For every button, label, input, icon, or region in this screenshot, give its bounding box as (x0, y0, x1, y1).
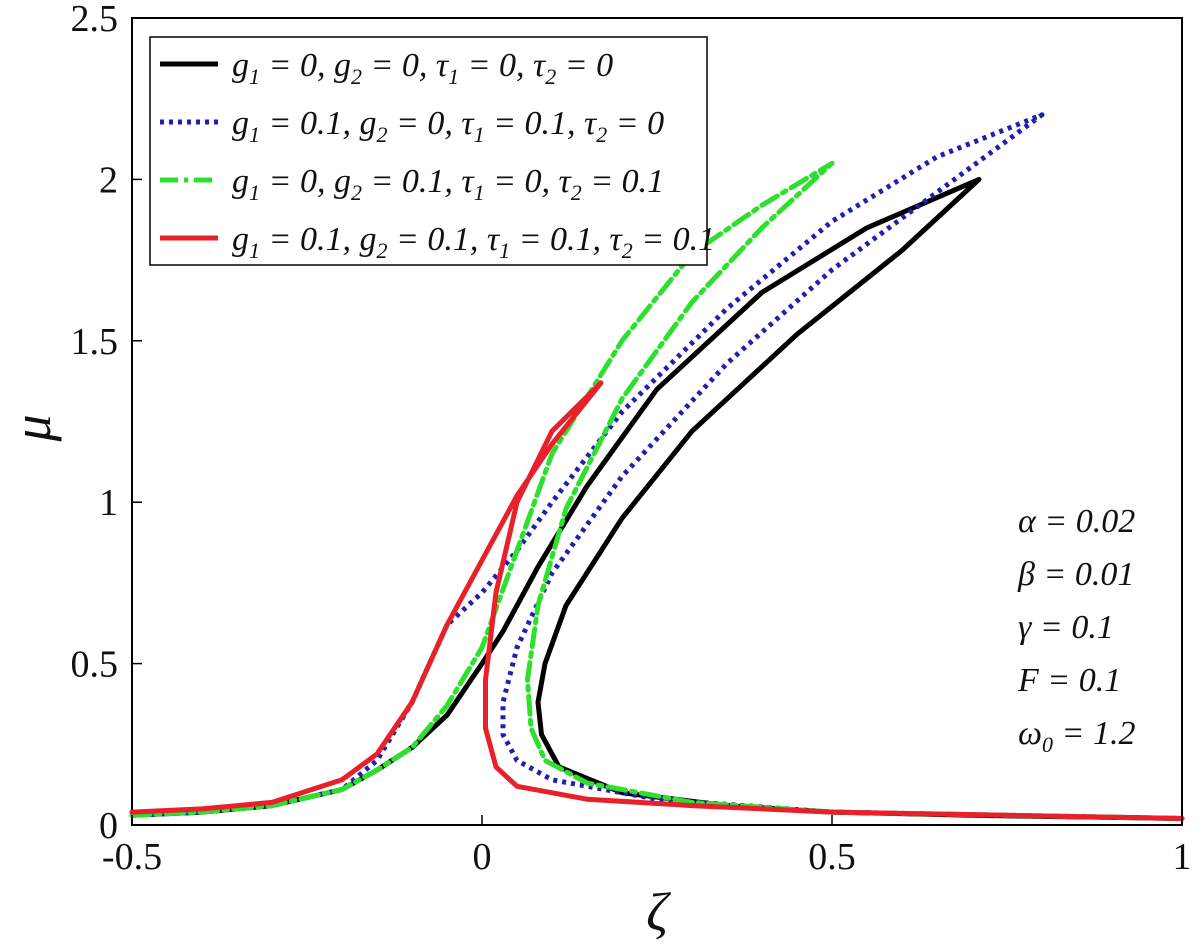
x-tick-label: 0 (473, 836, 492, 878)
parameter-label: γ = 0.1 (1018, 609, 1114, 646)
plot-area (129, 17, 1185, 826)
y-tick-label: 0 (99, 805, 118, 847)
y-tick-label: 1 (99, 482, 118, 524)
parameter-annotations: α = 0.02 β = 0.01 γ = 0.1 F = 0.1 ω0 = 1.2 (1017, 503, 1135, 757)
parameter-label: β = 0.01 (1017, 556, 1134, 593)
legend-label: g1 = 0, g2 = 0.1, τ1 = 0, τ2 = 0.1 (232, 163, 664, 205)
y-tick-label: 2 (99, 159, 118, 201)
parameter-label: α = 0.02 (1018, 503, 1135, 540)
legend: g1 = 0, g2 = 0, τ1 = 0, τ2 = 0 g1 = 0.1, … (149, 36, 715, 266)
series-line-3 (129, 160, 1185, 821)
x-axis-ticks: -0.5 0 0.5 1 (102, 815, 1192, 878)
legend-box (149, 36, 708, 266)
x-tick-label: 1 (1173, 836, 1192, 878)
series-layer (129, 112, 1185, 821)
x-tick-label: -0.5 (102, 836, 162, 878)
x-axis-label: ζ (646, 882, 671, 942)
y-tick-label: 2.5 (71, 0, 119, 40)
plot-frame (131, 17, 1183, 826)
parameter-label: ω0 = 1.2 (1018, 715, 1135, 757)
y-tick-label: 0.5 (71, 644, 119, 686)
y-tick-label: 1.5 (71, 321, 119, 363)
x-tick-label: 0.5 (808, 836, 856, 878)
series-line-4 (129, 380, 1185, 821)
y-axis-label: μ (2, 414, 62, 442)
legend-label: g1 = 0.1, g2 = 0, τ1 = 0.1, τ2 = 0 (232, 105, 664, 147)
y-axis-ticks: 0 0.5 1 1.5 2 2.5 (71, 0, 142, 847)
series-line-2 (131, 112, 1183, 821)
legend-label: g1 = 0.1, g2 = 0.1, τ1 = 0.1, τ2 = 0.1 (232, 221, 715, 263)
legend-label: g1 = 0, g2 = 0, τ1 = 0, τ2 = 0 (232, 47, 613, 89)
parameter-label: F = 0.1 (1017, 662, 1121, 699)
